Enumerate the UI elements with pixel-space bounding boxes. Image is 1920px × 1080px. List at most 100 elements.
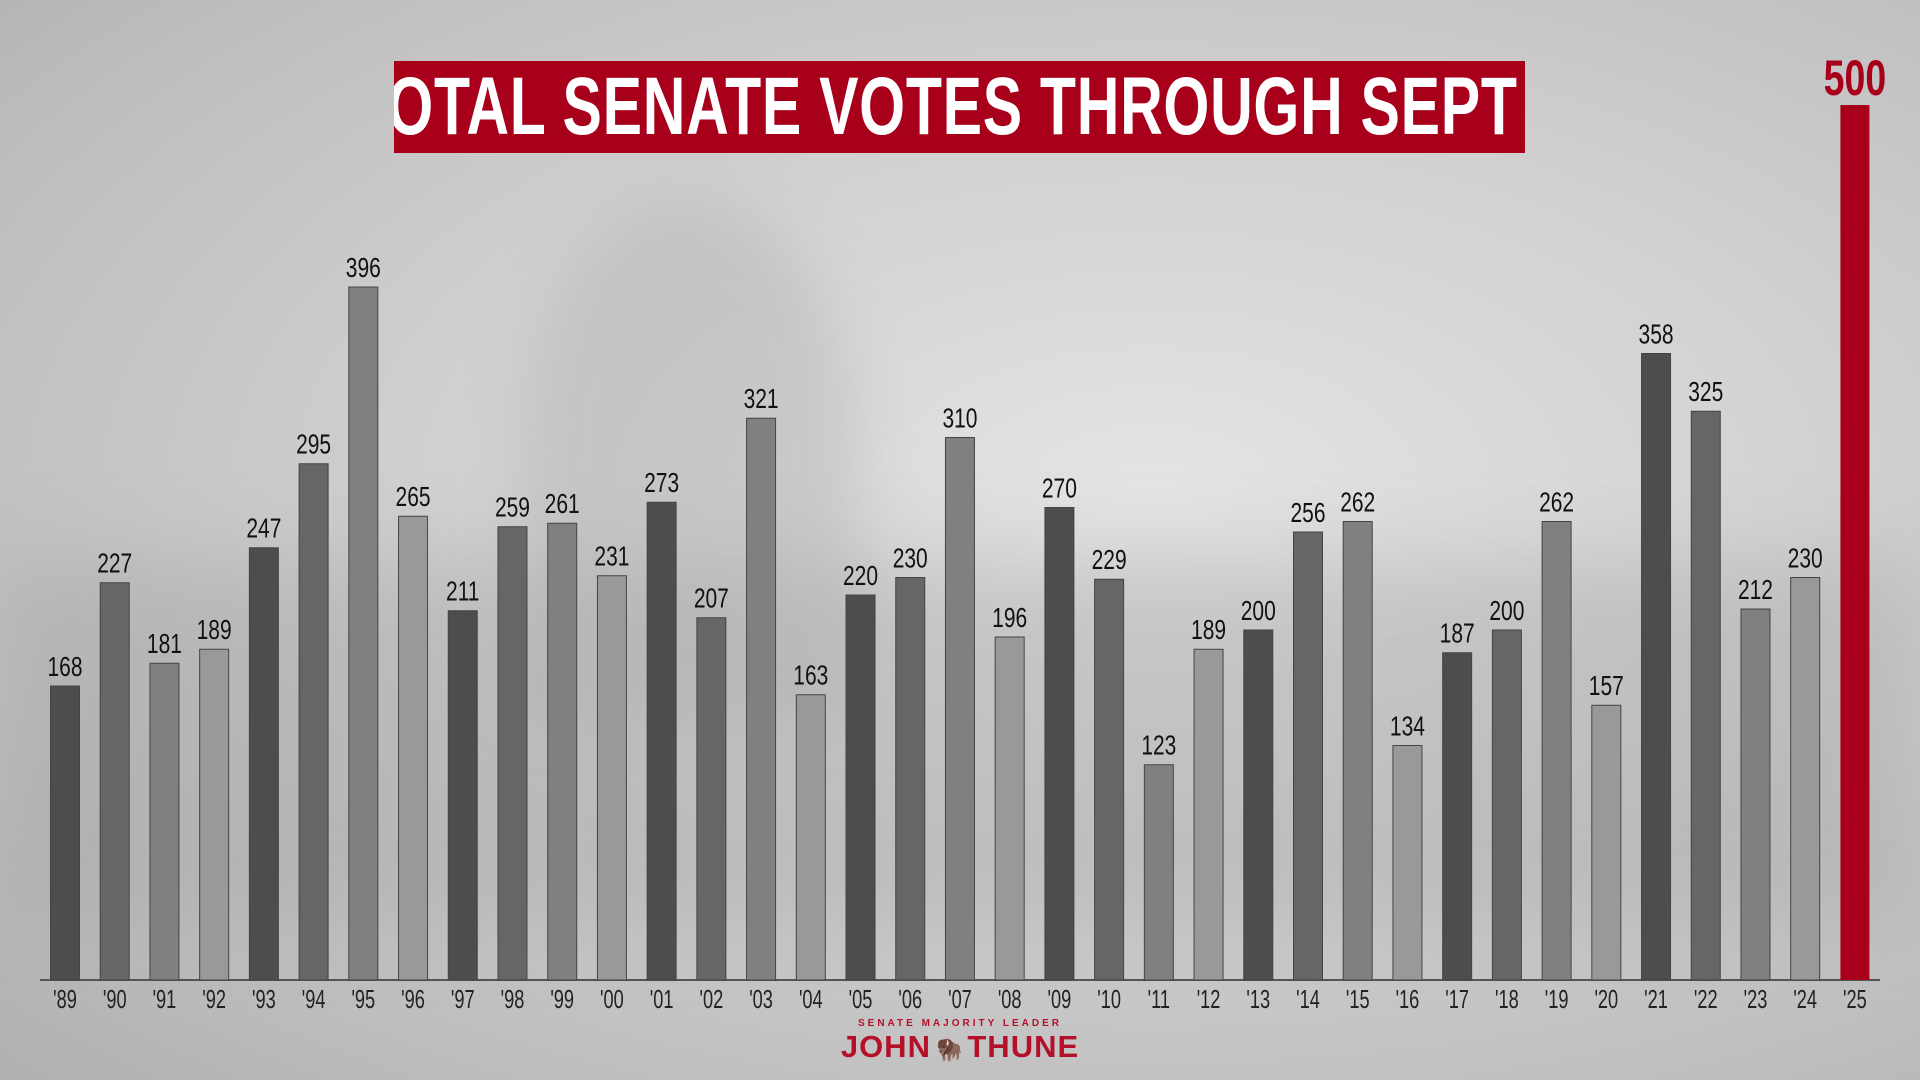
- x-tick-label: '05: [849, 985, 873, 1014]
- logo-last: THUNE: [967, 1029, 1080, 1064]
- x-tick-label: '15: [1346, 985, 1370, 1014]
- data-label: 273: [644, 468, 679, 499]
- x-tick-label: '03: [749, 985, 773, 1014]
- x-tick-label: '16: [1396, 985, 1420, 1014]
- logo-first: JOHN: [840, 1029, 931, 1064]
- data-label: 189: [1191, 615, 1226, 646]
- logo-subtitle: SENATE MAJORITY LEADER: [858, 1018, 1062, 1029]
- bar: [1342, 521, 1373, 981]
- x-tick-label: '25: [1843, 985, 1867, 1014]
- bar: [348, 286, 379, 981]
- x-tick-label: '08: [998, 985, 1022, 1014]
- data-label: 325: [1688, 377, 1723, 408]
- data-label: 134: [1390, 712, 1425, 743]
- data-label: 396: [346, 253, 381, 284]
- bar: [1193, 648, 1224, 981]
- bar: [1442, 652, 1473, 981]
- data-label: 168: [47, 652, 82, 683]
- data-label: 181: [147, 629, 182, 660]
- data-label: 211: [446, 577, 479, 608]
- x-tick-label: '23: [1744, 985, 1768, 1014]
- data-label: 163: [793, 661, 828, 692]
- data-label: 247: [246, 514, 281, 545]
- bar: [746, 417, 777, 981]
- bar: [199, 648, 230, 981]
- bar: [696, 617, 727, 981]
- bar: [1044, 507, 1075, 981]
- bar: [1641, 353, 1672, 981]
- x-tick-label: '04: [799, 985, 823, 1014]
- bar: [646, 501, 677, 981]
- bar: [1392, 745, 1423, 981]
- bar: [547, 522, 578, 981]
- data-label: 229: [1092, 545, 1127, 576]
- bar: [795, 694, 826, 981]
- x-tick-label: '91: [153, 985, 177, 1014]
- bar: [1491, 629, 1522, 981]
- bar: [1094, 578, 1125, 981]
- x-tick-label: '97: [451, 985, 475, 1014]
- x-tick-label: '17: [1445, 985, 1469, 1014]
- data-label: 200: [1489, 596, 1524, 627]
- chart-title-banner: TOTAL SENATE VOTES THROUGH SEPT 2: [394, 61, 1525, 153]
- x-tick-label: '00: [600, 985, 624, 1014]
- data-label: 231: [594, 542, 629, 573]
- bar: [99, 582, 130, 981]
- data-label: 265: [396, 482, 431, 513]
- x-tick-label: '09: [1048, 985, 1072, 1014]
- bar: [1541, 521, 1572, 981]
- x-tick-label: '94: [302, 985, 326, 1014]
- bar: [497, 526, 528, 981]
- data-label: 220: [843, 561, 878, 592]
- x-tick-label: '22: [1694, 985, 1718, 1014]
- bar: [845, 594, 876, 981]
- data-label: 157: [1589, 671, 1624, 702]
- x-tick-label: '12: [1197, 985, 1221, 1014]
- data-label: 123: [1141, 731, 1176, 762]
- data-label: 230: [1788, 544, 1823, 575]
- bar: [149, 662, 180, 981]
- data-label: 212: [1738, 575, 1773, 606]
- logo: SENATE MAJORITY LEADER JOHN 🦬 THUNE: [840, 1018, 1080, 1067]
- bar: [944, 437, 975, 981]
- data-label: 196: [992, 603, 1027, 634]
- x-tick-label: '90: [103, 985, 127, 1014]
- x-tick-label: '96: [401, 985, 425, 1014]
- x-tick-label: '24: [1793, 985, 1817, 1014]
- x-tick-label: '89: [53, 985, 77, 1014]
- bar: [994, 636, 1025, 981]
- bison-icon: 🦬: [934, 1037, 964, 1062]
- bar: [895, 577, 926, 981]
- data-label: 256: [1290, 498, 1325, 529]
- data-label: 261: [545, 489, 580, 520]
- data-label: 358: [1639, 320, 1674, 351]
- x-tick-label: '06: [898, 985, 922, 1014]
- x-tick-label: '02: [699, 985, 723, 1014]
- x-tick-label: '19: [1545, 985, 1569, 1014]
- x-tick-label: '95: [351, 985, 375, 1014]
- bar: [1591, 704, 1622, 981]
- data-label: 262: [1340, 488, 1375, 519]
- bar: [50, 685, 80, 981]
- x-tick-label: '20: [1594, 985, 1618, 1014]
- chart-title: TOTAL SENATE VOTES THROUGH SEPT 2: [394, 61, 1525, 152]
- x-tick-label: '93: [252, 985, 276, 1014]
- data-label: 295: [296, 430, 331, 461]
- data-label: 270: [1042, 474, 1077, 505]
- x-tick-label: '99: [550, 985, 574, 1014]
- data-label: 207: [694, 584, 729, 615]
- x-tick-label: '10: [1097, 985, 1121, 1014]
- bar: [1790, 577, 1821, 981]
- x-tick-label: '98: [501, 985, 525, 1014]
- data-label: 189: [197, 615, 232, 646]
- x-tick-label: '14: [1296, 985, 1320, 1014]
- x-tick-label: '92: [202, 985, 226, 1014]
- x-tick-label: '11: [1148, 985, 1170, 1014]
- bar: [447, 610, 478, 981]
- x-tick-label: '18: [1495, 985, 1519, 1014]
- bar: [1243, 629, 1274, 981]
- bar: [596, 575, 627, 981]
- data-label: 200: [1241, 596, 1276, 627]
- data-label: 230: [893, 544, 928, 575]
